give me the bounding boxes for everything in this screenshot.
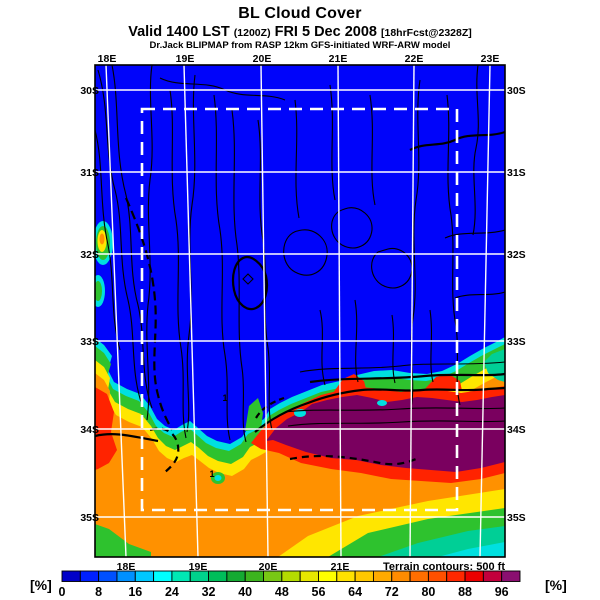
lat-label-left: 35S	[80, 512, 99, 524]
colorbar-segment	[482, 570, 503, 582]
colorbar-segment	[208, 570, 228, 582]
colorbar-tick-label: 72	[385, 585, 399, 599]
lat-label-right: 31S	[507, 167, 526, 179]
terrain-contours	[95, 65, 505, 474]
contour-value-label: 1	[222, 393, 227, 403]
red-bump-2	[423, 374, 462, 391]
lat-label-right: 30S	[507, 85, 526, 97]
colorbar-tick-label: 16	[128, 585, 142, 599]
lat-label-right: 33S	[507, 336, 526, 348]
colorbar-tick-label: 8	[95, 585, 102, 599]
lon-label-top: 23E	[481, 53, 500, 65]
graticule	[95, 65, 505, 557]
colorbar-segment	[299, 570, 319, 582]
contour-value-label: 1	[209, 469, 214, 479]
west-spot1-orange	[99, 233, 105, 245]
left-axis-labels: 30S 31S 32S 33S 34S 35S	[80, 85, 99, 524]
colorbar-segment	[61, 570, 81, 582]
lon-label-bottom: 19E	[189, 561, 208, 573]
colorbar-segment	[372, 570, 393, 582]
lat-label-left: 31S	[80, 167, 99, 179]
green-tendril	[245, 398, 263, 431]
colorbar-segment	[427, 570, 448, 582]
lat-label-right: 34S	[507, 424, 526, 436]
colorbar-segments	[61, 570, 521, 582]
nest-boundary-dashed-box	[140, 107, 459, 512]
lat-label-right: 32S	[507, 249, 526, 261]
colorbar-segment	[354, 570, 374, 582]
right-axis-labels: 30S 31S 32S 33S 34S 35S	[507, 85, 526, 524]
bottom-axis-labels: 18E 19E 20E 21E	[117, 561, 350, 573]
coastal-cyan-spot	[214, 475, 222, 481]
colorbar-segment	[79, 570, 100, 582]
colorbar-segment	[391, 570, 411, 582]
colorbar-unit-left: [%]	[30, 577, 52, 593]
init-time: (1200Z)	[233, 27, 271, 39]
colorbar: [%] 0 8 16 24 32 40 48 56 64 72 80 88 96 [%]	[30, 570, 567, 599]
colorbar-tick-label: 80	[421, 585, 435, 599]
colorbar-segment	[281, 570, 301, 582]
valid-time: Valid 1400 LST	[128, 24, 230, 40]
lon-label-top: 19E	[176, 53, 195, 65]
colorbar-tick-label: 88	[458, 585, 472, 599]
offshore-cyan-corner	[438, 542, 505, 557]
top-axis-labels: 18E 19E 20E 21E 22E 23E	[98, 53, 500, 65]
colorbar-segment	[134, 570, 155, 582]
overcast-core-purple	[266, 395, 505, 472]
colorbar-tick-label: 40	[238, 585, 252, 599]
forecast-info: [18hrFcst@2328Z]	[381, 27, 472, 39]
lat-label-right: 35S	[507, 512, 526, 524]
colorbar-tick-label: 24	[165, 585, 179, 599]
colorbar-tick-label: 96	[495, 585, 509, 599]
colorbar-segment	[336, 570, 356, 582]
colorbar-segment	[318, 570, 338, 582]
model-attribution: Dr.Jack BLIPMAP from RASP 12km GFS-initi…	[149, 40, 451, 51]
lon-label-top: 22E	[405, 53, 424, 65]
valid-date: FRI 5 Dec 2008	[274, 24, 377, 40]
colorbar-tick-label: 56	[312, 585, 326, 599]
colorbar-tick-label: 0	[59, 585, 66, 599]
cyan-pocket-2	[377, 400, 387, 406]
lon-label-top: 21E	[329, 53, 348, 65]
lon-label-top: 20E	[253, 53, 272, 65]
lon-label-bottom: 18E	[117, 561, 136, 573]
colorbar-tick-label: 48	[275, 585, 289, 599]
lat-label-left: 33S	[80, 336, 99, 348]
lat-label-left: 34S	[80, 424, 99, 436]
cloud-cover-field	[95, 65, 505, 557]
lat-label-left: 32S	[80, 249, 99, 261]
lon-label-bottom: 21E	[331, 561, 350, 573]
colorbar-segment	[116, 570, 136, 582]
colorbar-segment	[226, 570, 246, 582]
contour-value-labels: 11	[209, 393, 227, 479]
colorbar-segment	[98, 570, 118, 582]
colorbar-segment	[244, 570, 264, 582]
colorbar-segment	[464, 570, 484, 582]
colorbar-segment	[263, 570, 283, 582]
colorbar-unit-right: [%]	[545, 577, 567, 593]
colorbar-tick-label: 64	[348, 585, 362, 599]
colorbar-segment	[501, 570, 521, 582]
lat-label-left: 30S	[80, 85, 99, 97]
colorbar-segment	[189, 570, 210, 582]
west-spot2-green	[95, 281, 102, 301]
lon-label-bottom: 20E	[259, 561, 278, 573]
lon-label-top: 18E	[98, 53, 117, 65]
valid-time-line: Valid 1400 LST (1200Z) FRI 5 Dec 2008 [1…	[0, 24, 600, 40]
colorbar-tick-labels: 0 8 16 24 32 40 48 56 64 72 80 88 96	[59, 585, 509, 599]
map-border	[94, 64, 506, 558]
colorbar-segment	[409, 570, 429, 582]
bottom-left-green-corner	[95, 524, 151, 557]
colorbar-segment	[446, 570, 466, 582]
terrain-contour-note: Terrain contours: 500 ft	[383, 561, 505, 573]
page-title: BL Cloud Cover	[238, 5, 362, 22]
colorbar-tick-label: 32	[202, 585, 216, 599]
colorbar-segment	[153, 570, 173, 582]
colorbar-segment	[171, 570, 191, 582]
